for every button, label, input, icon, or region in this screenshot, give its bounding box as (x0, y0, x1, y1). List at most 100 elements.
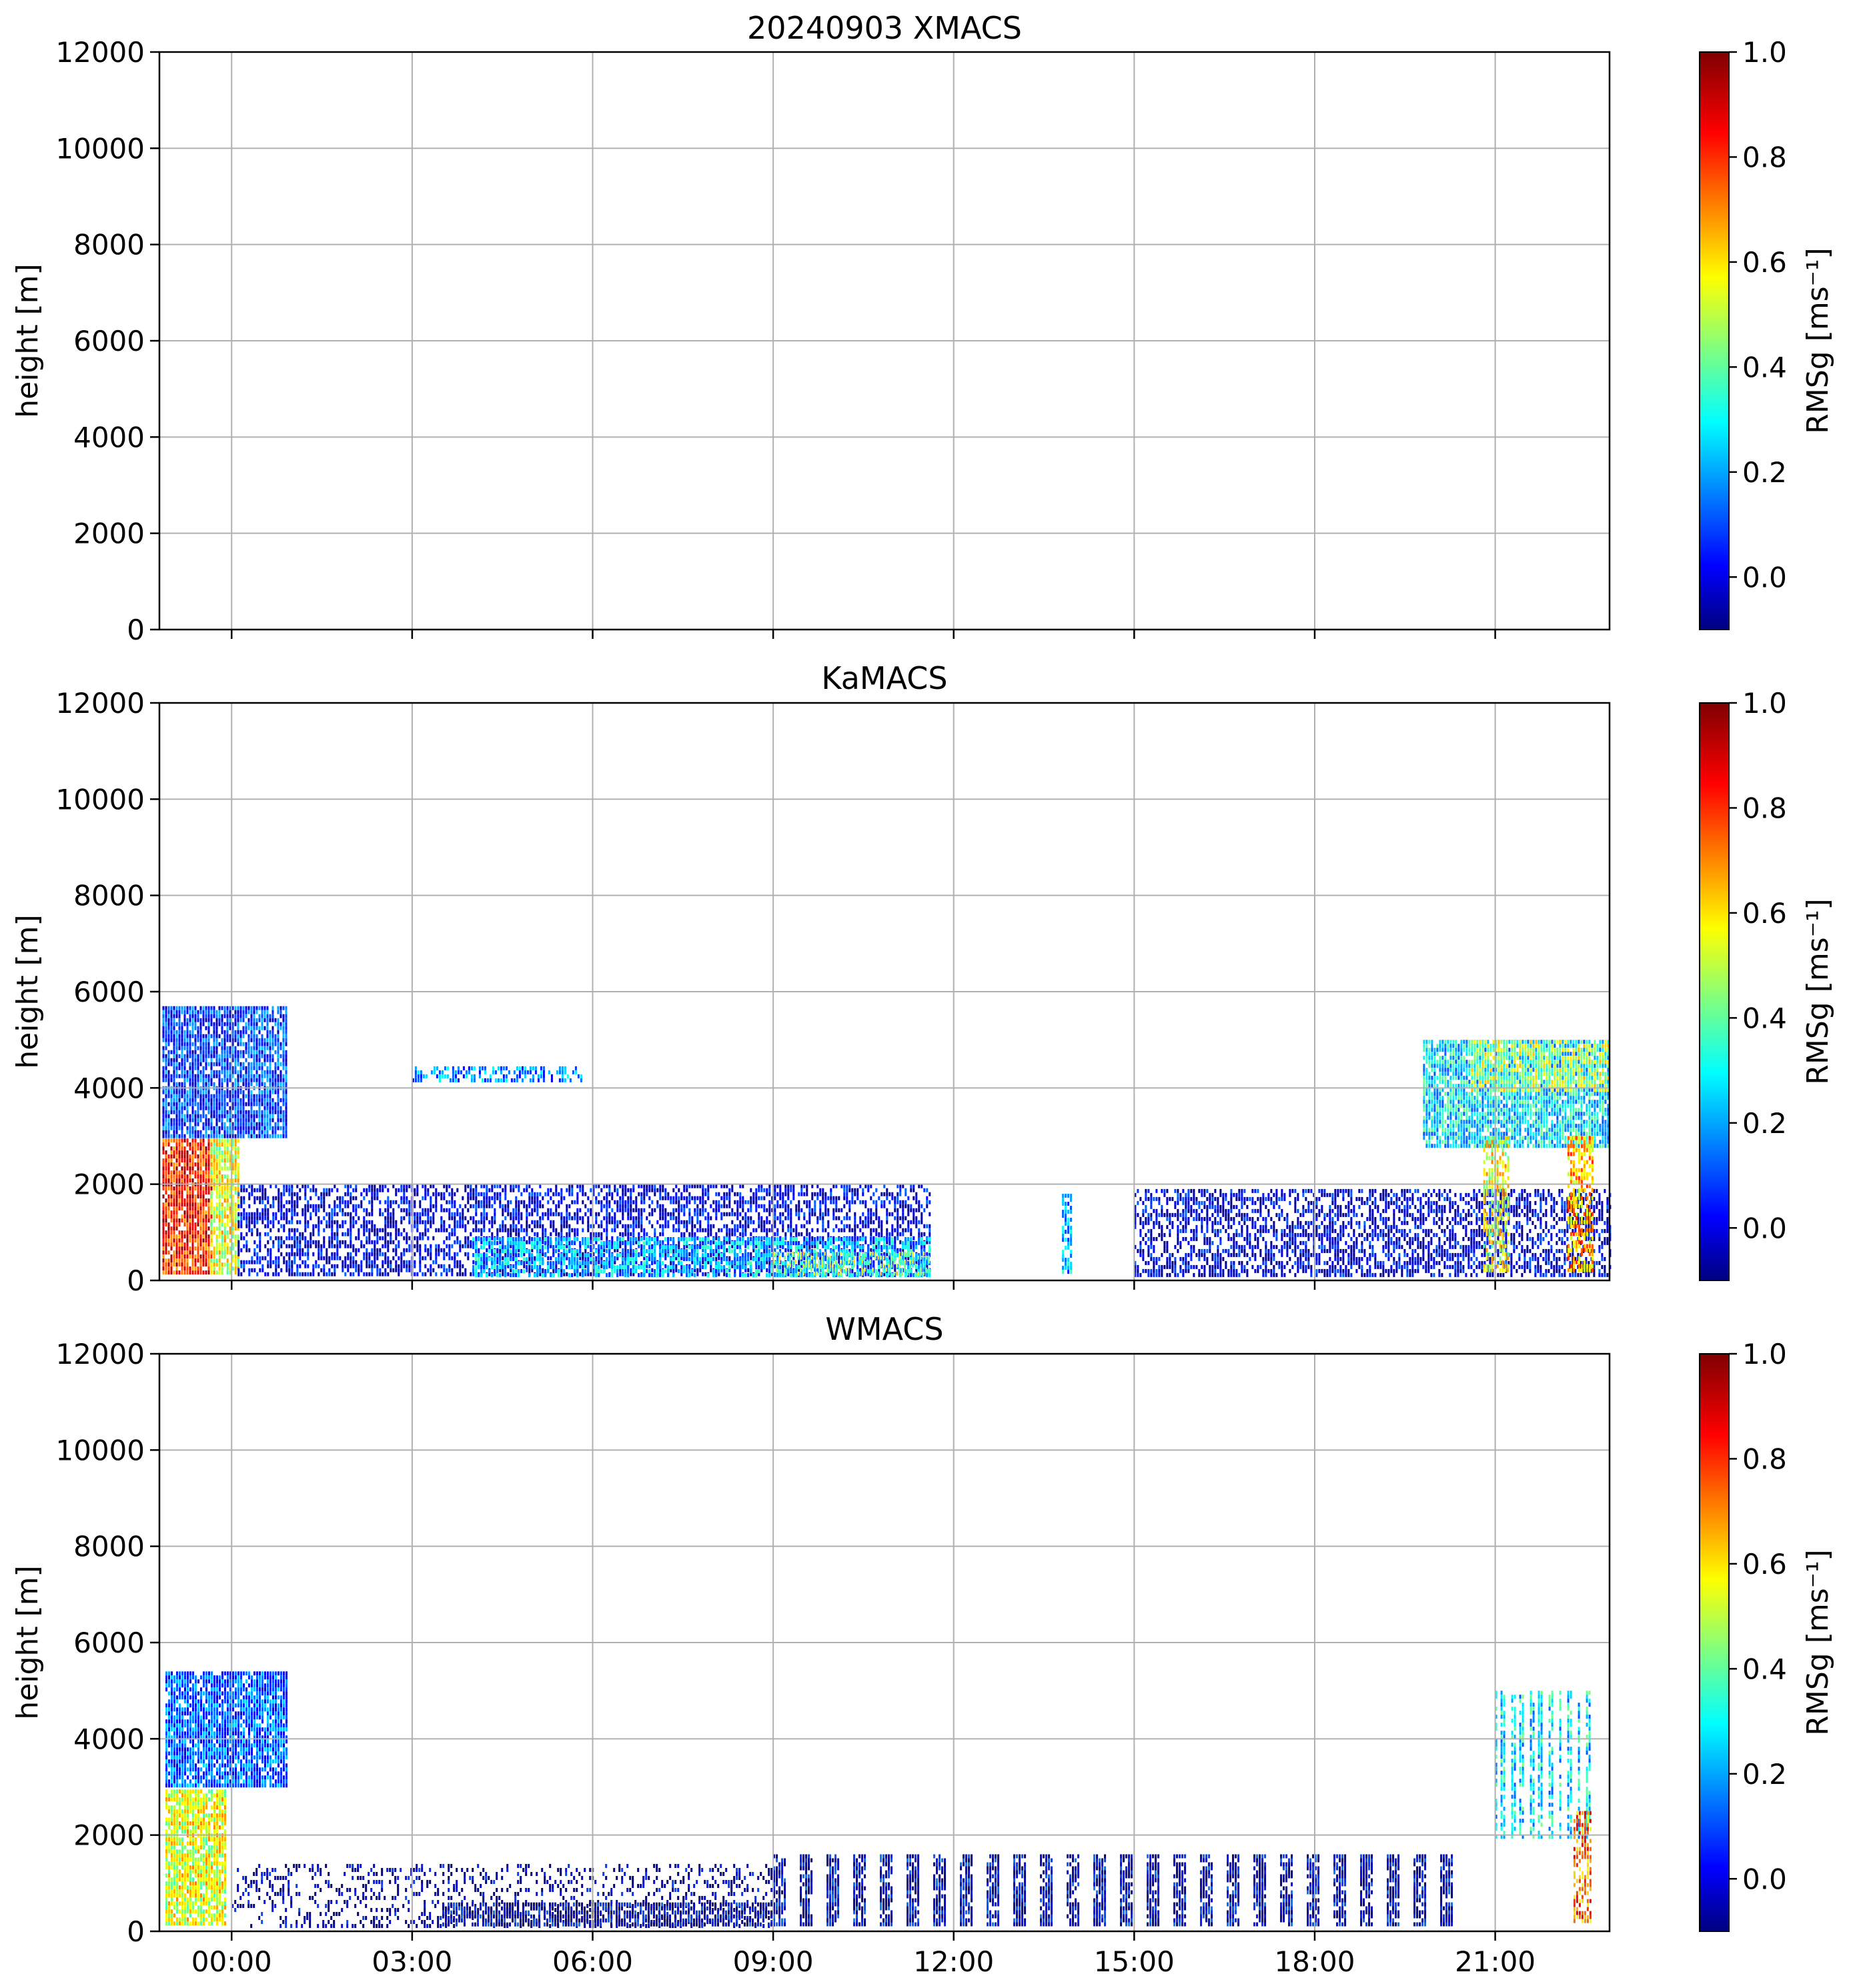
data-cell (210, 1206, 213, 1211)
data-cell (221, 1210, 223, 1215)
data-cell (181, 1246, 183, 1251)
data-cell (443, 1240, 446, 1244)
data-cell (672, 1228, 675, 1232)
data-cell (191, 1118, 194, 1122)
data-cell (162, 1046, 165, 1050)
data-cell (285, 1102, 287, 1106)
data-cell (454, 1252, 456, 1256)
data-cell (336, 1244, 339, 1248)
data-cell (223, 1150, 226, 1155)
data-cell (197, 1234, 199, 1239)
data-cell (194, 1074, 197, 1078)
data-cell (707, 1260, 710, 1264)
data-cell (379, 1272, 382, 1276)
data-cell (194, 1258, 197, 1263)
data-cell (213, 1206, 215, 1211)
data-cell (390, 1264, 392, 1268)
data-cell (258, 1114, 261, 1118)
data-cell (566, 1244, 568, 1248)
data-cell (782, 1220, 784, 1224)
data-cell (191, 1262, 194, 1267)
data-cell (624, 1200, 627, 1204)
data-cell (774, 1208, 776, 1212)
data-cell (406, 1260, 408, 1264)
data-cell (659, 1268, 662, 1272)
data-cell (491, 1236, 494, 1240)
data-cell (279, 1082, 282, 1086)
data-cell (269, 1046, 271, 1050)
data-cell (261, 1256, 264, 1260)
data-cell (736, 1200, 739, 1204)
data-cell (210, 1222, 213, 1227)
data-cell (263, 1130, 266, 1134)
data-cell (438, 1264, 440, 1268)
data-cell (534, 1256, 536, 1260)
data-cell (191, 1010, 194, 1014)
data-cell (205, 1258, 207, 1263)
data-cell (183, 1078, 186, 1082)
data-cell (167, 1158, 170, 1163)
data-cell (280, 1252, 283, 1256)
data-cell (275, 1216, 277, 1220)
data-cell (790, 1268, 792, 1272)
data-cell (486, 1204, 488, 1208)
data-cell (774, 1248, 776, 1252)
data-cell (213, 1142, 215, 1147)
data-cell (277, 1192, 280, 1196)
data-cell (808, 1232, 811, 1236)
data-cell (443, 1268, 446, 1272)
data-cell (456, 1224, 459, 1228)
data-cell (424, 1184, 427, 1188)
data-cell (595, 1200, 598, 1204)
data-cell (269, 1122, 271, 1126)
data-cell (630, 1216, 632, 1220)
data-cell (462, 1208, 464, 1212)
data-cell (395, 1248, 398, 1252)
data-cell (382, 1236, 384, 1240)
data-cell (552, 1224, 555, 1228)
data-cell (173, 1094, 175, 1098)
data-cell (282, 1130, 285, 1134)
data-cell (191, 1034, 194, 1038)
data-cell (299, 1236, 301, 1240)
data-cell (619, 1244, 622, 1248)
data-cell (170, 1030, 173, 1034)
data-cell (416, 1248, 419, 1252)
data-cell (189, 1166, 191, 1171)
data-cell (683, 1204, 686, 1208)
data-cell (245, 1046, 247, 1050)
data-cell (512, 1264, 515, 1268)
data-cell (178, 1046, 181, 1050)
data-cell (755, 1204, 758, 1208)
data-cell (310, 1216, 312, 1220)
data-cell (229, 1038, 231, 1042)
data-cell (670, 1196, 672, 1200)
data-cell (350, 1240, 352, 1244)
data-cell (263, 1054, 266, 1058)
data-cell (299, 1196, 301, 1200)
data-cell (226, 1222, 229, 1227)
data-cell (229, 1186, 231, 1191)
data-cell (215, 1070, 218, 1074)
data-cell (475, 1192, 478, 1196)
data-cell (231, 1046, 234, 1050)
data-cell (718, 1192, 720, 1196)
data-cell (191, 1214, 194, 1219)
data-cell (448, 1212, 451, 1216)
data-cell (269, 1078, 271, 1082)
data-cell (237, 1194, 239, 1199)
data-cell (462, 1272, 464, 1276)
data-cell (515, 1232, 518, 1236)
data-cell (178, 1038, 181, 1042)
data-cell (226, 1058, 229, 1062)
data-cell (202, 1106, 205, 1110)
data-cell (231, 1170, 234, 1175)
data-cell (189, 1098, 191, 1102)
data-cell (595, 1240, 598, 1244)
data-cell (205, 1238, 207, 1243)
data-cell (234, 1006, 237, 1010)
data-cell (170, 1138, 173, 1143)
data-cell (430, 1264, 432, 1268)
data-cell (271, 1110, 274, 1114)
data-cell (699, 1208, 702, 1212)
